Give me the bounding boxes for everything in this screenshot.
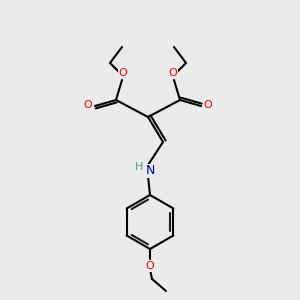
Text: O: O: [146, 261, 154, 271]
Text: O: O: [118, 68, 127, 78]
Text: H: H: [135, 162, 143, 172]
Text: O: O: [169, 68, 177, 78]
Text: N: N: [145, 164, 155, 178]
Text: O: O: [84, 100, 92, 110]
Text: O: O: [204, 100, 212, 110]
